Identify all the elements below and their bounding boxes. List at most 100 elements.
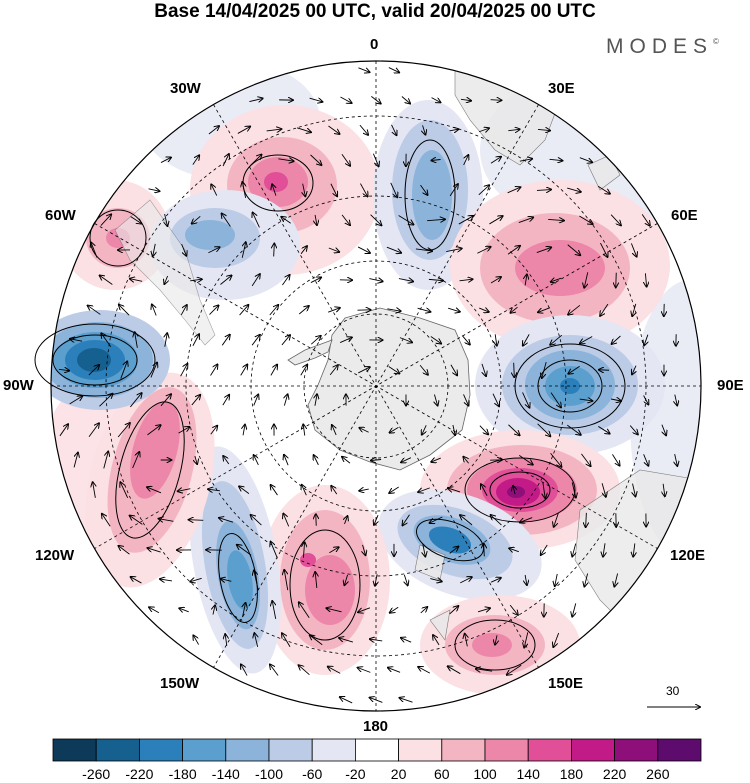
wind-vector [420, 607, 427, 614]
wind-vector [598, 426, 609, 433]
wind-vector [538, 307, 551, 313]
wind-vector [567, 244, 581, 255]
wind-vector [586, 512, 587, 527]
lon-label-150w: 150W [160, 675, 200, 692]
negative-anomaly [412, 150, 452, 240]
wind-vector [630, 243, 636, 256]
wind-vector [283, 514, 290, 527]
wind-vector [221, 579, 232, 582]
wind-vector [340, 96, 351, 103]
colorbar-tick-label: 140 [516, 766, 540, 782]
wind-vector [251, 515, 262, 526]
wind-vector [344, 574, 347, 585]
wind-circulation [34, 139, 626, 671]
wind-vector [132, 452, 140, 469]
wind-vector [358, 668, 371, 673]
wind-vector [643, 395, 649, 405]
wind-vector [271, 485, 278, 496]
wind-vector [208, 126, 219, 135]
wind-vector [490, 157, 501, 164]
wind-vector [70, 339, 83, 341]
wind-vector [632, 303, 636, 316]
wind-vector [328, 125, 339, 134]
wind-vector [599, 370, 610, 371]
wind-vector [303, 183, 306, 197]
wind-vector [572, 543, 575, 557]
colorbar-tick-label: -220 [125, 766, 154, 782]
wind-vector [148, 189, 160, 191]
wind-vector [644, 334, 648, 346]
wind-vector [548, 219, 564, 220]
wind-vector [195, 455, 197, 464]
colorbar-swatch [138, 738, 183, 762]
wind-vector [88, 365, 99, 376]
circulation-contour [514, 343, 626, 429]
wind-vector [479, 308, 489, 312]
wind-vector [536, 247, 551, 254]
anomaly-field [51, 61, 701, 711]
wind-vector [73, 453, 78, 468]
wind-vector [418, 487, 430, 492]
wind-vector [541, 544, 548, 555]
wind-vector [222, 154, 229, 167]
wind-vector [371, 96, 380, 103]
wind-vector [461, 335, 470, 345]
wind-vector [404, 574, 407, 586]
wind-vector [388, 366, 400, 374]
wind-vector [328, 667, 341, 674]
wind-vector [345, 516, 348, 525]
wind-vector [446, 248, 461, 251]
wind-vector [612, 335, 621, 344]
wind-vector [179, 608, 189, 612]
wind-vector [423, 543, 426, 557]
wind-vector [430, 516, 443, 523]
wind-vector [251, 274, 260, 287]
wind-vector [372, 153, 378, 167]
wind-vector [117, 423, 130, 438]
wind-vector [237, 127, 250, 134]
wind-vector [270, 664, 279, 676]
circulation-contour [52, 334, 138, 386]
wind-vector [537, 129, 550, 130]
wind-vector [270, 365, 277, 376]
wind-vector [491, 515, 502, 526]
wind-vector [221, 335, 230, 346]
wind-vector [309, 98, 323, 102]
wind-vector [389, 486, 399, 493]
wind-vector [302, 485, 307, 496]
wind-vector [165, 213, 168, 226]
wind-vector [130, 216, 142, 223]
wind-vector [191, 395, 200, 406]
colorbar-swatch [527, 738, 572, 762]
wind-vector [299, 665, 310, 676]
wind-vector [193, 635, 200, 645]
wind-vector [250, 155, 262, 166]
wind-vector [550, 452, 562, 467]
wind-vector [463, 457, 469, 464]
colorbar-tick-label: 220 [602, 766, 627, 782]
wind-vector [119, 546, 130, 555]
wind-vector [551, 278, 562, 282]
wind-vector [553, 632, 560, 647]
wind-vector [423, 125, 426, 134]
colorbar-tick-label: -260 [82, 766, 111, 782]
wind-vector [159, 519, 174, 522]
wind-vector [363, 544, 366, 555]
wind-vector [508, 129, 519, 130]
wind-vector [555, 573, 557, 586]
wind-vector [675, 454, 678, 466]
wind-vector [645, 273, 646, 286]
circulation-contour [115, 401, 185, 539]
wind-vector [165, 333, 167, 347]
lon-label-150e: 150E [548, 675, 584, 692]
wind-vector [147, 487, 162, 494]
reference-vector-label: 30 [666, 684, 680, 698]
wind-vector [460, 577, 472, 584]
wind-vector [303, 542, 304, 558]
wind-vector [370, 698, 383, 703]
wind-vector [633, 483, 636, 497]
wind-vector [192, 215, 201, 223]
wind-vector [254, 455, 259, 466]
colorbar-swatch [95, 738, 140, 762]
wind-vector [518, 217, 533, 224]
